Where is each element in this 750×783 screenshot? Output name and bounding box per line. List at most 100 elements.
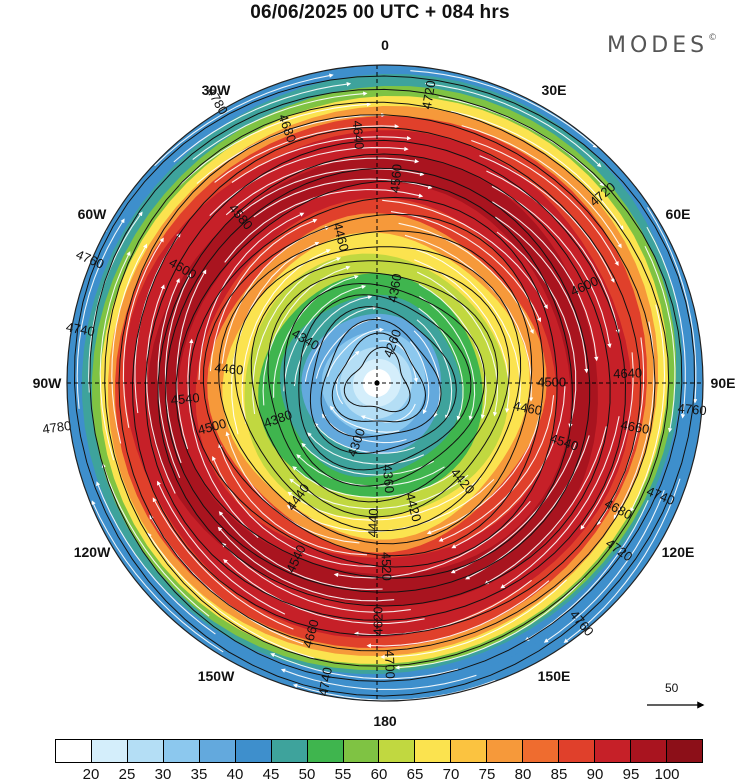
- streamline: [283, 284, 367, 392]
- contour-label: 4780: [41, 418, 72, 437]
- colorbar-label: 40: [226, 766, 244, 783]
- colorbar-label: 75: [478, 766, 496, 783]
- streamline: [491, 185, 612, 349]
- streamline: [218, 443, 368, 556]
- longitude-label-lon-90e: 90E: [710, 375, 736, 391]
- streamline: [221, 542, 411, 613]
- streamline: [187, 338, 259, 539]
- streamline: [492, 201, 599, 362]
- streamline: [76, 218, 125, 409]
- wind-streamlines: [67, 65, 703, 701]
- colorbar-label: 85: [550, 766, 568, 783]
- streamline: [580, 352, 634, 530]
- streamline: [419, 295, 476, 421]
- brand-logo: MODES©: [607, 33, 718, 58]
- colorbar: [55, 739, 703, 763]
- streamline: [218, 511, 383, 590]
- colorbar-label: 55: [334, 766, 352, 783]
- streamline: [494, 216, 589, 374]
- contour-label: 4700: [382, 650, 398, 679]
- streamline: [122, 237, 164, 428]
- streamline: [224, 188, 424, 263]
- streamline: [178, 102, 372, 187]
- contour-line: [131, 126, 642, 636]
- contour-line: [298, 294, 472, 471]
- contour-line: [320, 318, 442, 438]
- streamline: [426, 402, 543, 535]
- longitude-label-lon-120e: 120E: [661, 544, 695, 560]
- streamline: [563, 478, 681, 643]
- colorbar-label: 25: [118, 766, 136, 783]
- height-contours: [73, 75, 696, 697]
- contour-line: [104, 101, 670, 667]
- colorbar-swatch: [415, 740, 452, 762]
- streamline: [380, 579, 567, 660]
- streamline: [164, 273, 191, 464]
- colorbar-label: 30: [154, 766, 172, 783]
- streamline: [450, 442, 577, 574]
- streamline: [410, 246, 522, 408]
- streamline: [630, 304, 666, 513]
- streamline: [486, 170, 620, 335]
- contour-label: 4440: [365, 508, 381, 537]
- streamline: [438, 395, 555, 542]
- contour-line: [175, 180, 574, 579]
- colorbar-label: 90: [586, 766, 604, 783]
- contour-label: 4460: [330, 221, 352, 253]
- colorbar-swatch: [666, 740, 702, 762]
- streamline: [192, 91, 368, 161]
- streamline: [176, 269, 207, 450]
- contour-line: [188, 196, 558, 568]
- streamline: [241, 249, 331, 424]
- longitude-label-lon-90w: 90W: [32, 375, 62, 391]
- streamline: [292, 466, 457, 498]
- colorbar-label: 50: [298, 766, 316, 783]
- contour-label: 4720: [419, 79, 439, 110]
- streamline: [484, 426, 607, 585]
- streamline: [409, 341, 430, 415]
- streamline: [270, 653, 459, 680]
- contour-label: 4640: [350, 120, 367, 150]
- contour-line: [144, 139, 627, 621]
- contour-label: 4560: [387, 163, 404, 193]
- streamline: [214, 124, 400, 183]
- colorbar-label: 60: [370, 766, 388, 783]
- streamline: [366, 580, 550, 648]
- contour-label: 4760: [677, 401, 707, 418]
- streamline: [173, 81, 352, 163]
- colorbar-swatch: [91, 740, 128, 762]
- contour-label: 4660: [620, 417, 651, 437]
- streamline: [231, 136, 412, 183]
- contour-label: 4420: [402, 491, 424, 523]
- longitude-label-lon-120w: 120W: [73, 544, 111, 560]
- contour-line: [250, 260, 510, 518]
- streamline: [416, 319, 453, 420]
- streamline: [96, 481, 216, 635]
- streamline: [237, 168, 425, 216]
- streamline: [315, 316, 382, 379]
- colorbar-swatch: [127, 740, 164, 762]
- contour-line: [202, 213, 545, 557]
- streamline: [280, 668, 477, 690]
- streamline: [425, 82, 602, 168]
- streamline: [524, 500, 649, 642]
- contour-label: 4460: [214, 360, 244, 377]
- contour-line: [165, 167, 591, 593]
- colorbar-swatch: [343, 740, 380, 762]
- streamline: [395, 577, 585, 670]
- streamline: [471, 139, 619, 266]
- streamline: [450, 110, 624, 231]
- contour-line: [73, 75, 696, 697]
- contour-label: 4460: [512, 398, 543, 418]
- colorbar-label: 100: [654, 766, 680, 783]
- streamline: [217, 526, 395, 602]
- longitude-label-lon-30e: 30E: [541, 82, 567, 98]
- contour-line: [218, 230, 533, 545]
- streamline: [543, 489, 665, 643]
- streamline: [479, 155, 615, 283]
- streamline: [416, 271, 499, 417]
- streamline: [91, 500, 224, 653]
- streamline: [496, 231, 577, 429]
- contour-line: [267, 272, 499, 503]
